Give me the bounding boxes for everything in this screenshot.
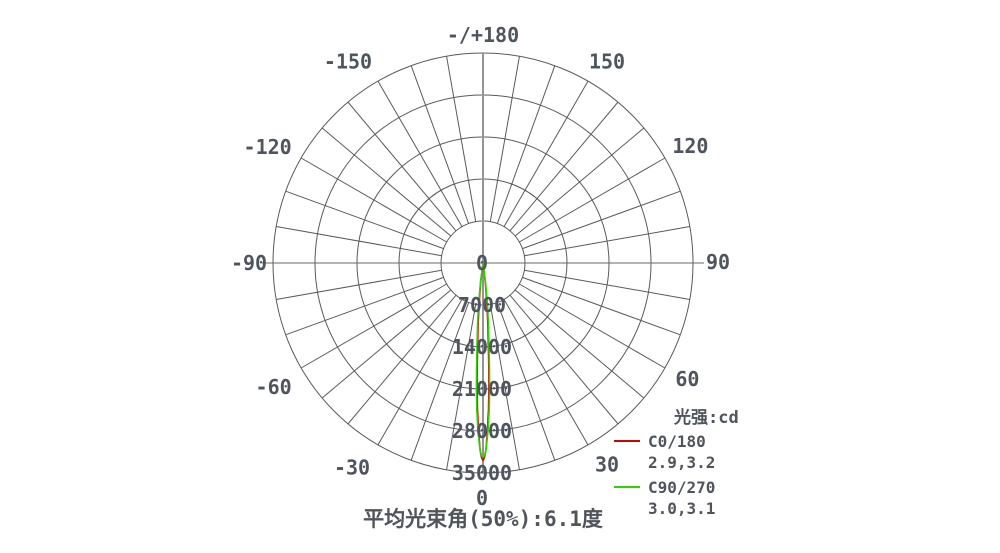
polar-grid-spoke: [410, 65, 470, 224]
angle-tick-label-30: 30: [595, 452, 619, 476]
polar-grid-spoke: [496, 302, 556, 461]
radial-tick-label: 14000: [452, 335, 512, 359]
series-curve-C90-270: [475, 262, 491, 459]
polar-grid-spoke: [276, 269, 442, 300]
radial-tick-label: 21000: [452, 377, 512, 401]
polar-grid-spoke: [446, 304, 477, 470]
polar-grid-spoke: [347, 294, 457, 425]
legend-title: 光强:cd: [674, 408, 739, 428]
polar-grid-spoke: [489, 56, 520, 222]
radial-tick-label: 35000: [452, 461, 512, 485]
polar-grid-spoke: [377, 80, 463, 227]
c0-180-series-name: C0/180: [648, 431, 706, 451]
angle-tick-label-90: 90: [706, 250, 730, 274]
polar-grid-spoke: [509, 101, 619, 232]
polar-grid-spoke: [514, 127, 645, 237]
c90-270-beam-angles: 3.0,3.1: [648, 499, 716, 518]
c0-180-line-swatch: [614, 440, 640, 442]
angle-tick-label-0: 0: [476, 486, 488, 510]
polar-grid-spoke: [503, 299, 589, 446]
polar-grid-spoke: [514, 289, 645, 399]
polar-grid-spoke: [446, 56, 477, 222]
angle-tick-label--30: -30: [334, 455, 370, 479]
polar-grid-spoke: [509, 294, 619, 425]
angle-tick-label--90: -90: [231, 251, 267, 275]
polar-grid-spoke: [285, 190, 444, 250]
polar-grid-spoke: [347, 101, 457, 232]
polar-grid-spoke: [496, 65, 556, 224]
radial-tick-label: 0: [476, 251, 488, 275]
polar-grid-spoke: [522, 190, 681, 250]
radial-tick-label: 7000: [458, 293, 506, 317]
angle-tick-label-150: 150: [589, 50, 625, 74]
polar-grid-spoke: [377, 299, 463, 446]
c0-180-beam-angles: 2.9,3.2: [648, 453, 716, 472]
c90-270-line-swatch: [614, 486, 640, 488]
beam-angle-caption: 平均光束角(50%):6.1度: [363, 507, 603, 531]
polar-grid-spoke: [321, 289, 452, 399]
angle-tick-label-180: -/+180: [447, 23, 519, 47]
polar-grid-spoke: [276, 226, 442, 257]
polar-grid-spoke: [519, 157, 666, 243]
angle-tick-label--60: -60: [256, 375, 292, 399]
legend-row-c0-180: C0/180: [614, 430, 784, 452]
legend: 光强:cd C0/180 2.9,3.2 C90/270 3.0,3.1: [614, 408, 784, 520]
polar-grid-spoke: [522, 276, 681, 336]
polar-grid-spoke: [300, 283, 447, 369]
c90-270-series-name: C90/270: [648, 477, 716, 497]
polar-grid-spoke: [410, 302, 470, 461]
angle-tick-label-120: 120: [672, 134, 708, 158]
polar-grid-spoke: [519, 283, 666, 369]
legend-row-c90-270: C90/270: [614, 476, 784, 498]
polar-grid-spoke: [285, 276, 444, 336]
polar-grid-spoke: [503, 80, 589, 227]
polar-grid-spoke: [300, 157, 447, 243]
angle-tick-label--150: -150: [324, 50, 372, 74]
radial-tick-label: 28000: [452, 419, 512, 443]
polar-grid-spoke: [524, 226, 690, 257]
polar-grid-spoke: [489, 304, 520, 470]
polar-grid-spoke: [524, 269, 690, 300]
angle-tick-label--120: -120: [244, 135, 292, 159]
angle-tick-label-60: 60: [675, 367, 699, 391]
polar-grid-spoke: [321, 127, 452, 237]
